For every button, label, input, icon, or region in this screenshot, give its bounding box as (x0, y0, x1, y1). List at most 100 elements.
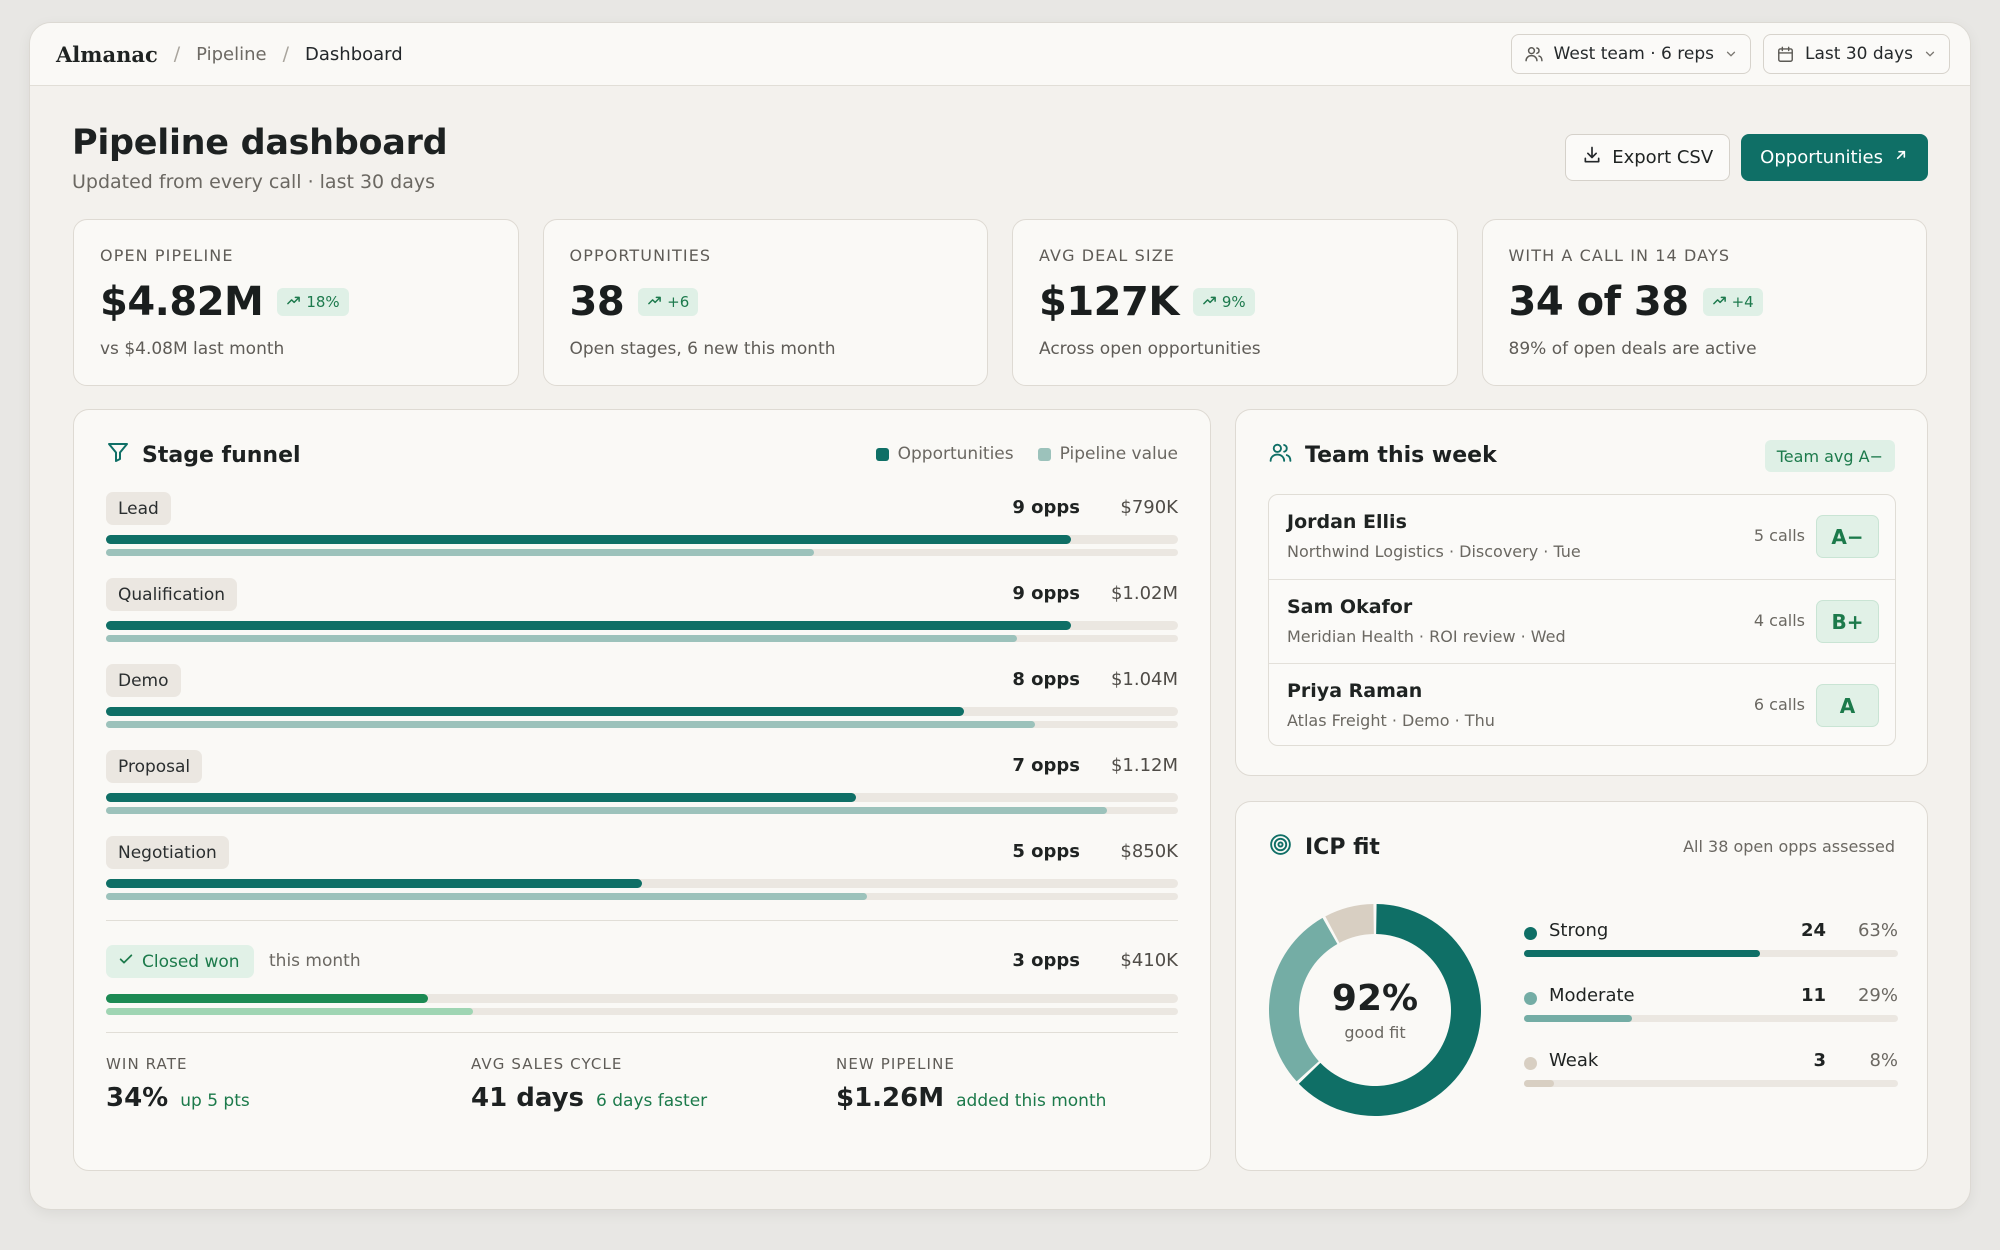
rep-grade-badge: A− (1816, 515, 1879, 558)
stat-label: WITH A CALL IN 14 DAYS (1508, 246, 1731, 265)
value-bar-track (106, 549, 1178, 556)
export-csv-button[interactable]: Export CSV (1565, 134, 1731, 181)
kpi-win-rate: WIN RATE 34% up 5 pts (106, 1055, 471, 1113)
rep-name: Sam Okafor (1287, 596, 1413, 618)
stage-pipeline-value: $1.12M (1110, 755, 1178, 776)
opps-bar-track (106, 879, 1178, 888)
closed-won-chip: Closed won (106, 945, 254, 978)
value-bar-track (106, 1008, 1178, 1015)
stat-note: Across open opportunities (1039, 339, 1261, 359)
breadcrumb-pipeline[interactable]: Pipeline (196, 43, 267, 65)
rep-row[interactable]: Sam Okafor Meridian Health · ROI review … (1269, 579, 1895, 663)
brand-logo[interactable]: Almanac (56, 41, 158, 67)
page-title: Pipeline dashboard (72, 123, 448, 163)
team-filter-value: West team · 6 reps (1553, 44, 1715, 64)
chevron-down-icon (1724, 47, 1738, 61)
fit-dot (1524, 927, 1537, 940)
stage-row-qualification[interactable]: Qualification 9 opps $1.02M (106, 578, 1178, 648)
date-range-value: Last 30 days (1805, 44, 1913, 64)
fit-bar-track (1524, 950, 1898, 957)
fit-bar-fill (1524, 1080, 1554, 1087)
fit-bar-track (1524, 1015, 1898, 1022)
kpi-value: $1.26M (836, 1083, 945, 1113)
fit-bar-fill (1524, 1015, 1633, 1022)
date-range-select[interactable]: Last 30 days (1763, 34, 1950, 74)
page-subtitle: Updated from every call · last 30 days (72, 171, 436, 193)
stage-row-lead[interactable]: Lead 9 opps $790K (106, 492, 1178, 562)
rep-row[interactable]: Priya Raman Atlas Freight · Demo · Thu 6… (1269, 663, 1895, 747)
legend-label-pipeline-value: Pipeline value (1059, 444, 1178, 464)
stage-pipeline-value: $790K (1120, 497, 1178, 518)
fit-bar-fill (1524, 950, 1760, 957)
stage-opps-count: 9 opps (1012, 583, 1080, 604)
stat-note: 89% of open deals are active (1508, 339, 1757, 359)
value-bar-track (106, 635, 1178, 642)
value-bar-track (106, 893, 1178, 900)
closed-won-note: this month (269, 951, 361, 971)
opportunities-button[interactable]: Opportunities (1741, 134, 1928, 181)
closed-won-label: Closed won (142, 951, 240, 972)
stat-card-open-pipeline: OPEN PIPELINE $4.82M 18% vs $4.08M last … (73, 219, 519, 386)
stage-row-closed-won[interactable]: Closed won this month 3 opps $410K (106, 945, 1178, 1015)
stage-row-negotiation[interactable]: Negotiation 5 opps $850K (106, 836, 1178, 906)
trend-value: 9% (1221, 293, 1246, 311)
stat-value: $4.82M (100, 279, 264, 325)
donut-center-label: good fit (1344, 1023, 1406, 1042)
fit-count: 24 (1800, 920, 1826, 941)
kpi-label: WIN RATE (106, 1055, 188, 1073)
opps-bar-fill (106, 707, 964, 716)
trend-badge: 9% (1192, 288, 1255, 316)
fit-count: 11 (1800, 985, 1826, 1006)
rep-name: Priya Raman (1287, 680, 1423, 702)
app-window: Almanac / Pipeline / Dashboard West team… (29, 22, 1971, 1210)
rep-list: Jordan Ellis Northwind Logistics · Disco… (1268, 494, 1896, 746)
stage-pipeline-value: $1.04M (1110, 669, 1178, 690)
fit-dot (1524, 992, 1537, 1005)
kpi-label: AVG SALES CYCLE (471, 1055, 623, 1073)
kpi-label: NEW PIPELINE (836, 1055, 955, 1073)
funnel-legend: Opportunities Pipeline value (875, 444, 1178, 464)
stage-opps-count: 7 opps (1012, 755, 1080, 776)
rep-calls: 4 calls (1753, 611, 1805, 630)
stage-row-demo[interactable]: Demo 8 opps $1.04M (106, 664, 1178, 734)
donut-slice-moderate (1269, 917, 1338, 1082)
users-icon (1268, 440, 1293, 471)
check-icon (118, 951, 134, 972)
donut-center: 92% good fit (1269, 904, 1481, 1116)
kpi-note: up 5 pts (180, 1091, 250, 1111)
rep-row[interactable]: Jordan Ellis Northwind Logistics · Disco… (1269, 495, 1895, 579)
value-bar-fill (106, 549, 814, 556)
breadcrumb-separator: / (173, 43, 181, 65)
opps-bar-track (106, 994, 1178, 1003)
stage-chip: Proposal (106, 750, 203, 783)
stage-funnel-panel: Stage funnel Opportunities Pipeline valu… (73, 409, 1211, 1171)
fit-dot (1524, 1057, 1537, 1070)
donut-slice-weak (1325, 904, 1374, 943)
fit-pct: 8% (1869, 1050, 1898, 1071)
opps-bar-track (106, 793, 1178, 802)
stat-label: OPEN PIPELINE (100, 246, 234, 265)
export-csv-label: Export CSV (1612, 147, 1714, 168)
value-bar-fill (106, 721, 1036, 728)
stat-card-opportunities: OPPORTUNITIES 38 +6 Open stages, 6 new t… (542, 219, 988, 386)
download-icon (1582, 145, 1602, 170)
rep-name: Jordan Ellis (1287, 511, 1407, 533)
opps-bar-track (106, 707, 1178, 716)
breadcrumb-dashboard: Dashboard (305, 43, 403, 65)
stat-card-avg-deal-size: AVG DEAL SIZE $127K 9% Across open oppor… (1012, 219, 1458, 386)
kpi-avg-sales-cycle: AVG SALES CYCLE 41 days 6 days faster (471, 1055, 836, 1113)
team-filter-select[interactable]: West team · 6 reps (1510, 34, 1752, 74)
kpi-new-pipeline: NEW PIPELINE $1.26M added this month (836, 1055, 1201, 1113)
rep-calls: 5 calls (1753, 526, 1805, 545)
opps-bar-fill (106, 621, 1071, 630)
legend-swatch-opportunities (875, 447, 889, 461)
stage-row-proposal[interactable]: Proposal 7 opps $1.12M (106, 750, 1178, 820)
stat-value: 34 of 38 (1508, 279, 1690, 325)
stage-chip: Negotiation (106, 836, 229, 869)
stage-opps-count: 9 opps (1012, 497, 1080, 518)
donut-center-value: 92% (1331, 978, 1419, 1019)
fit-row-moderate: Moderate 11 29% (1524, 985, 1898, 1050)
calendar-icon (1776, 45, 1795, 64)
fit-row-weak: Weak 3 8% (1524, 1050, 1898, 1115)
fit-pct: 63% (1857, 920, 1898, 941)
